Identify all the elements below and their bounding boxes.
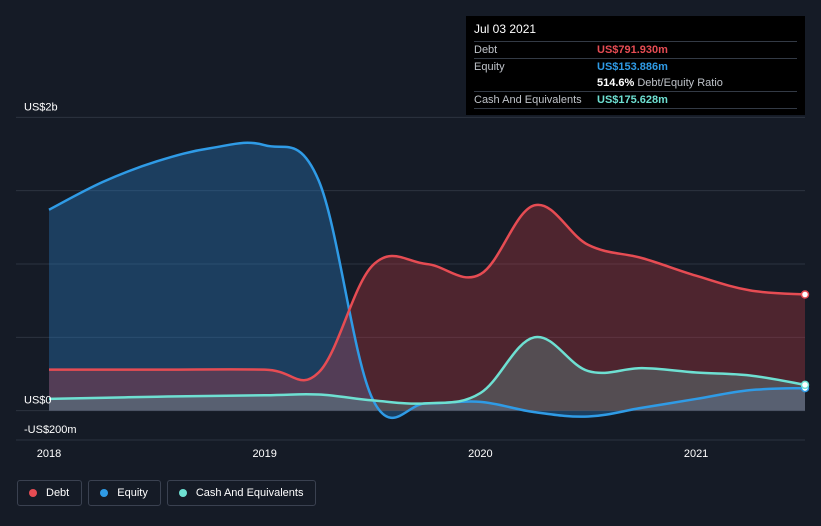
y-tick-label-2: -US$200m [24, 424, 77, 436]
y-tick-label-1: US$0 [24, 395, 52, 407]
tooltip-ratio-label: Debt/Equity Ratio [637, 77, 723, 89]
tooltip-row-debt: Debt US$791.930m [474, 41, 797, 58]
tooltip-label-debt: Debt [474, 44, 498, 56]
legend: Debt Equity Cash And Equivalents [17, 480, 317, 506]
tooltip-ratio-value: 514.6% [597, 77, 635, 89]
tooltip-row-equity: Equity US$153.886m [474, 58, 797, 75]
legend-item-debt[interactable]: Debt [17, 480, 83, 506]
marker-cash-and-equivalents [800, 380, 810, 390]
area-debt [49, 204, 805, 411]
end-markers [800, 290, 810, 393]
area-equity [49, 142, 805, 418]
marker-debt [800, 290, 810, 299]
legend-label-cash: Cash And Equivalents [195, 487, 304, 499]
area-cash-and-equivalents [49, 336, 805, 411]
y-axis-labels: US$2b US$0 -US$200m [24, 101, 77, 436]
legend-item-cash[interactable]: Cash And Equivalents [166, 480, 317, 506]
x-axis-labels: 2018 2019 2020 2021 [37, 448, 709, 460]
tooltip-value-cash: US$175.628m [597, 94, 668, 106]
line-equity [48, 141, 806, 420]
tooltip-label-cash: Cash And Equivalents [474, 94, 582, 106]
tooltip-date: Jul 03 2021 [474, 22, 537, 36]
legend-dot-cash [178, 489, 187, 497]
x-tick-label-0: 2018 [37, 448, 61, 460]
series-areas [49, 142, 805, 418]
line-debt [49, 203, 806, 382]
y-tick-label-0: US$2b [24, 101, 58, 113]
legend-label-debt: Debt [46, 487, 70, 499]
tooltip-label-equity: Equity [474, 61, 505, 73]
tooltip-row-ratio: 514.6% Debt/Equity Ratio [474, 75, 797, 91]
tooltip-panel: Jul 03 2021 Debt US$791.930m Equity US$1… [466, 16, 805, 115]
legend-item-equity[interactable]: Equity [88, 480, 161, 506]
x-tick-label-1: 2019 [252, 448, 276, 460]
line-cash-and-equivalents [48, 336, 806, 405]
tooltip-value-equity: US$153.886m [597, 61, 668, 73]
legend-dot-debt [29, 489, 37, 497]
x-tick-label-2: 2020 [468, 448, 492, 460]
tooltip-row-cash: Cash And Equivalents US$175.628m [474, 91, 797, 109]
legend-dot-equity [100, 489, 109, 497]
x-tick-label-3: 2021 [684, 448, 708, 460]
series-lines [48, 141, 806, 420]
tooltip-value-debt: US$791.930m [597, 44, 668, 56]
legend-label-equity: Equity [117, 487, 148, 499]
